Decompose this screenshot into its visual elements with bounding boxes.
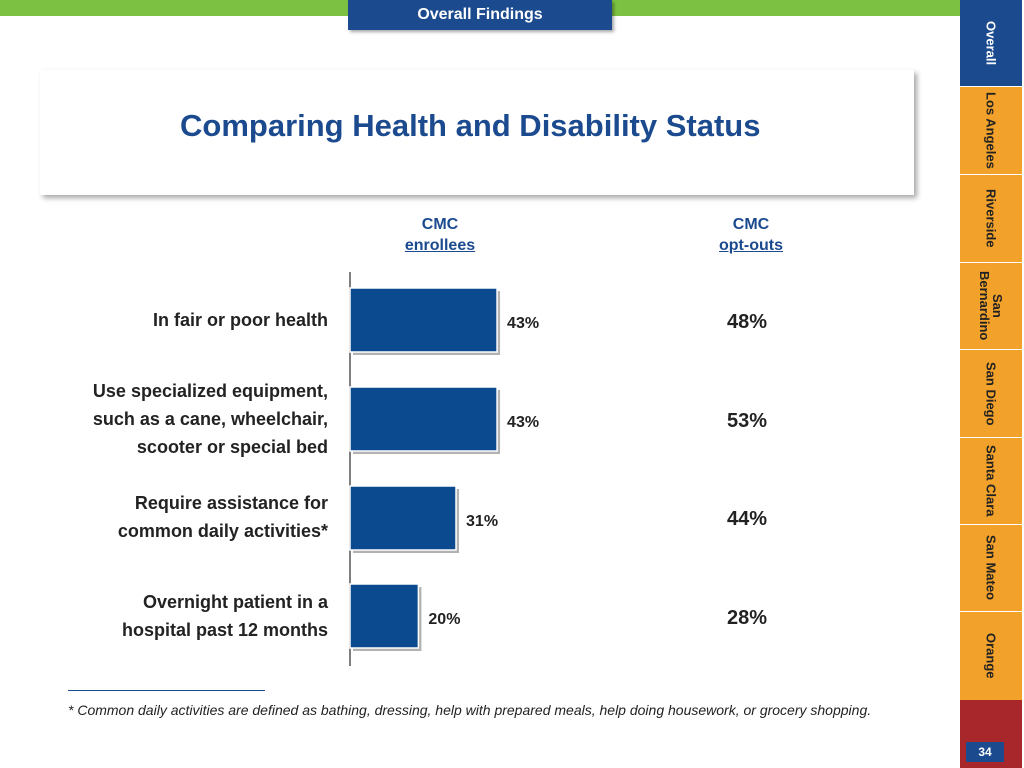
column-header-optouts: CMC opt-outs — [651, 214, 851, 256]
sidebar-tab-label: San Bernardino — [977, 271, 1005, 341]
row-label-line: Use specialized equipment, — [92, 381, 328, 401]
optout-value: 28% — [726, 607, 768, 629]
optout-value: 44% — [726, 508, 768, 530]
sidebar-tab-riverside[interactable]: Riverside — [960, 175, 1022, 263]
sidebar-tab-label: Santa Clara — [983, 445, 999, 517]
row-label-line: hospital past 12 months — [121, 620, 328, 640]
enrollee-bar — [349, 583, 420, 649]
row-label-daily-activities: Require assistance for common daily acti… — [118, 489, 328, 545]
row-label-line: such as a cane, wheelchair, — [92, 409, 328, 429]
enrollee-value-label: 43% — [507, 315, 539, 332]
sidebar-tab-orange[interactable]: Orange — [960, 612, 1022, 701]
sidebar-tab-label: Los Angeles — [983, 92, 999, 169]
enrollee-bar — [349, 386, 498, 452]
enrollee-bar — [349, 485, 457, 551]
row-label-line: In fair or poor health — [152, 310, 328, 330]
column-header-optouts-line2: opt-outs — [719, 237, 783, 254]
sidebar-tab-label: Orange — [983, 633, 999, 679]
enrollee-bar — [349, 287, 498, 353]
sidebar-tab-san-diego[interactable]: San Diego — [960, 350, 1022, 438]
row-label-line: common daily activities* — [117, 521, 328, 541]
column-header-enrollees: CMC enrollees — [340, 214, 540, 256]
footnote-divider — [68, 690, 265, 691]
page-title: Comparing Health and Disability Status — [180, 108, 761, 143]
sidebar-tab-san-mateo[interactable]: San Mateo — [960, 525, 1022, 612]
row-label-fair-poor-health: In fair or poor health — [153, 306, 328, 334]
page-number: 34 — [966, 742, 1004, 762]
enrollee-value-label: 31% — [466, 513, 498, 530]
sidebar-tab-overall[interactable]: Overall — [960, 0, 1022, 87]
optout-value: 48% — [726, 311, 768, 333]
sidebar-tab-san-bernardino[interactable]: San Bernardino — [960, 263, 1022, 350]
sidebar-tab-los-angeles[interactable]: Los Angeles — [960, 87, 1022, 175]
row-label-overnight-hospital: Overnight patient in a hospital past 12 … — [122, 588, 328, 644]
sidebar-tab-santa-clara[interactable]: Santa Clara — [960, 438, 1022, 525]
optout-value: 53% — [726, 410, 768, 432]
row-label-line: Require assistance for — [134, 493, 328, 513]
row-label-specialized-equipment: Use specialized equipment, such as a can… — [93, 377, 328, 461]
region-sidebar: Overall Los Angeles Riverside San Bernar… — [960, 0, 1024, 768]
title-card: Comparing Health and Disability Status — [40, 70, 914, 195]
enrollee-value-label: 20% — [428, 611, 460, 628]
sidebar-tab-label: Riverside — [983, 189, 999, 248]
footnote: * Common daily activities are defined as… — [68, 702, 872, 718]
sidebar-tab-label: San Mateo — [983, 535, 999, 601]
column-header-optouts-line1: CMC — [732, 216, 770, 233]
sidebar-tab-label: Overall — [983, 20, 999, 66]
column-header-enrollees-line1: CMC — [421, 216, 459, 233]
sidebar-tab-label: San Diego — [983, 361, 999, 426]
row-label-line: Overnight patient in a — [142, 592, 328, 612]
enrollee-value-label: 43% — [507, 414, 539, 431]
row-label-line: scooter or special bed — [136, 437, 328, 457]
section-tab-overall-findings: Overall Findings — [348, 0, 612, 30]
column-header-enrollees-line2: enrollees — [404, 237, 476, 254]
enrollees-bar-chart: 43% 43% 31% 20% — [349, 272, 539, 666]
